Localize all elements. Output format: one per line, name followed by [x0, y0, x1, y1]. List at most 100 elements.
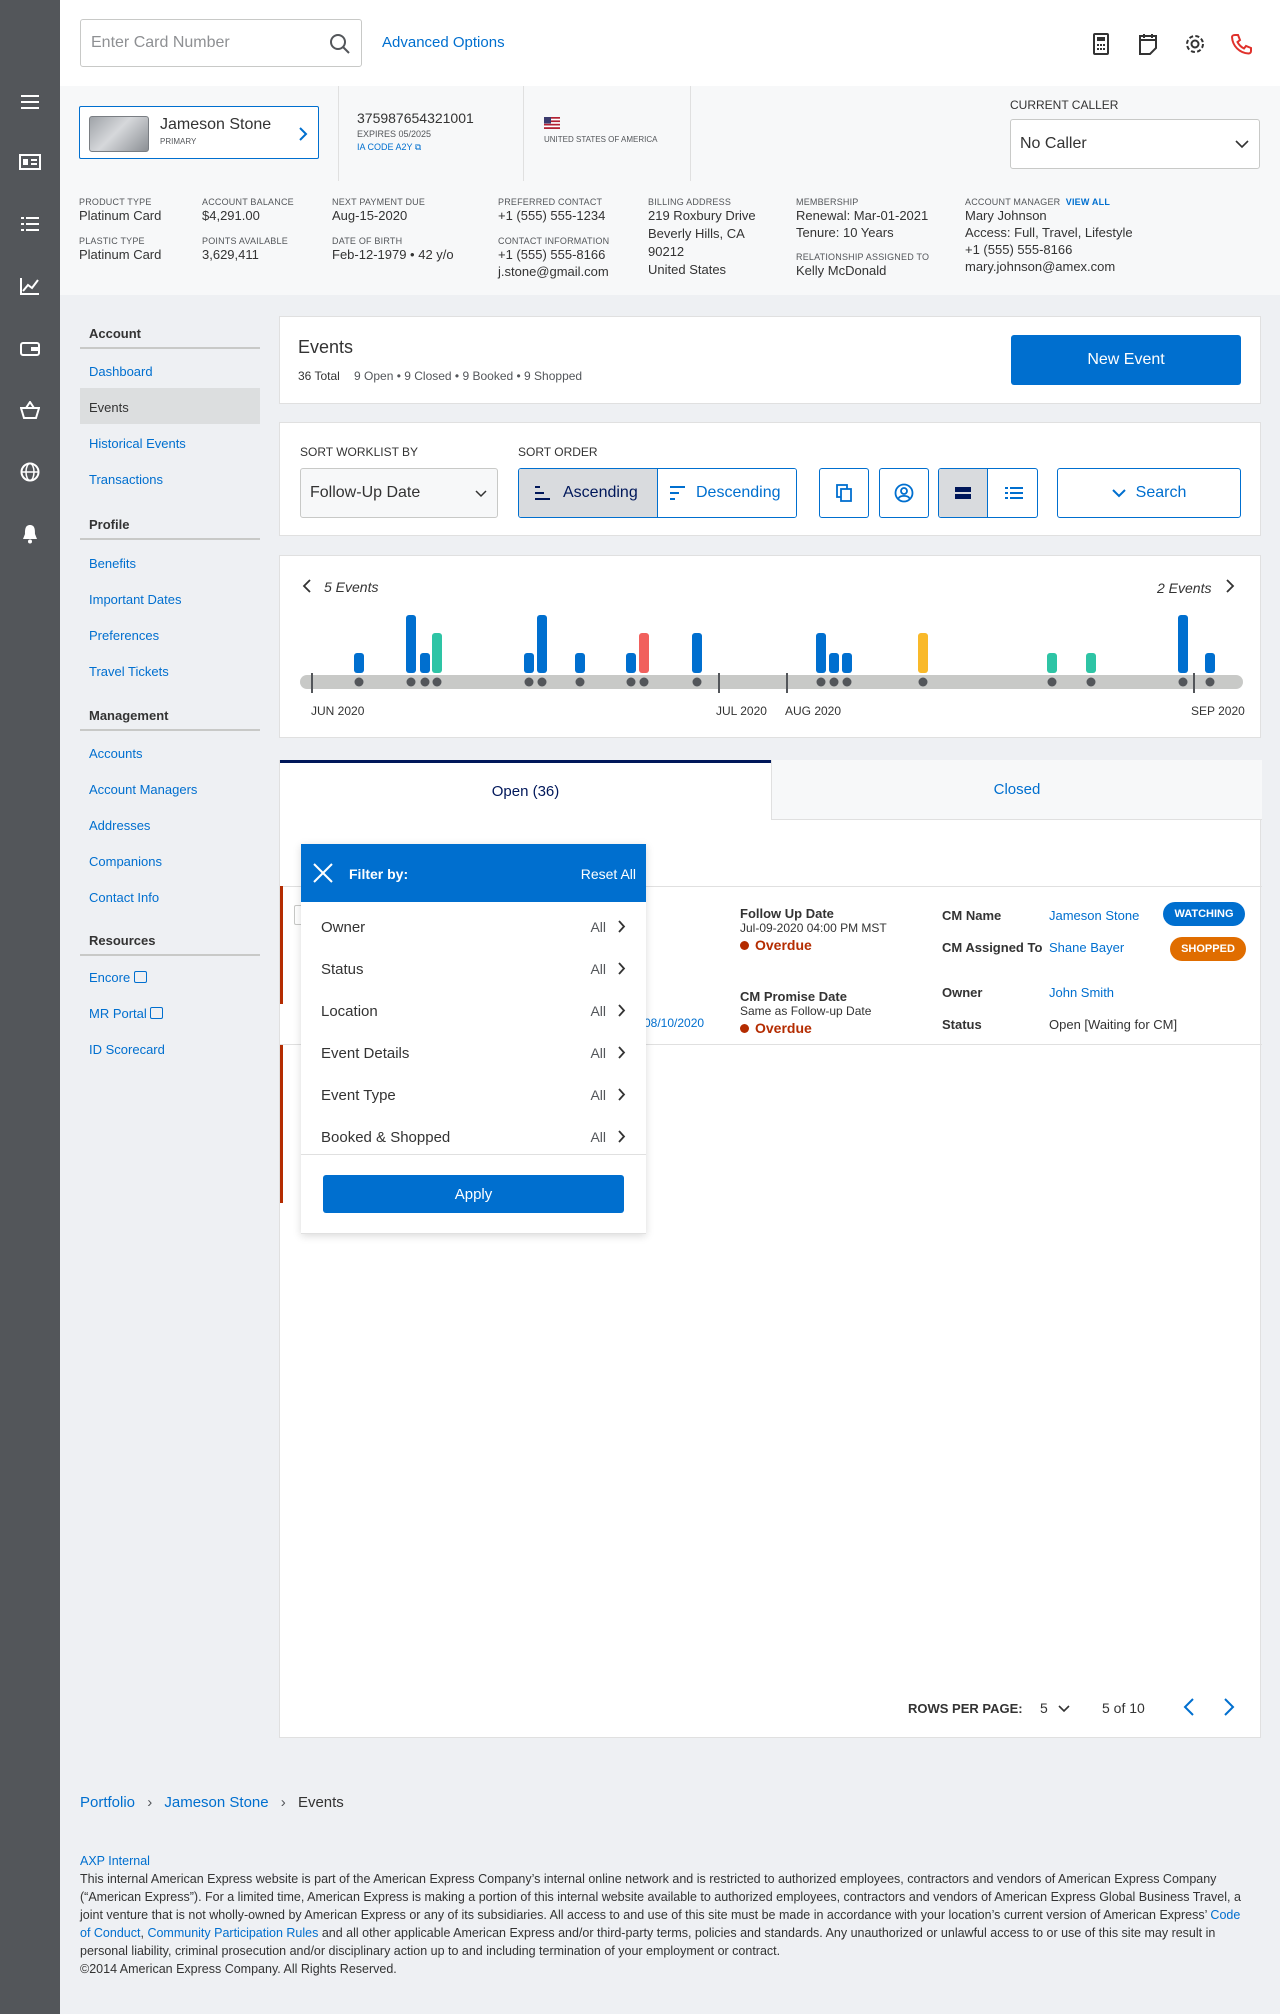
timeline-bar: [918, 633, 928, 673]
filter-row[interactable]: Location All: [301, 990, 646, 1032]
chevron-right-icon: [618, 962, 626, 975]
sort-by-select[interactable]: Follow-Up Date: [300, 468, 498, 518]
sidebar-item-preferences[interactable]: Preferences: [89, 628, 160, 643]
filter-row[interactable]: Booked & Shopped All: [301, 1116, 646, 1158]
account-balance: $4,291.00: [202, 208, 260, 223]
notes-icon[interactable]: [1138, 33, 1158, 55]
cardmember-selector[interactable]: Jameson Stone PRIMARY: [79, 106, 319, 159]
bell-icon[interactable]: [18, 522, 42, 546]
timeline-bar: [626, 653, 636, 673]
breadcrumb-cardmember[interactable]: Jameson Stone: [164, 1794, 269, 1811]
chevron-down-icon: [1111, 488, 1126, 497]
timeline-next-icon[interactable]: [1225, 578, 1235, 594]
cm-name[interactable]: Jameson Stone: [1049, 908, 1140, 923]
timeline-bar: [537, 615, 547, 673]
timeline-point: [692, 677, 702, 687]
menu-icon[interactable]: [18, 90, 42, 114]
wallet-icon[interactable]: [18, 336, 42, 360]
sidebar-item-account-managers[interactable]: Account Managers: [89, 782, 198, 797]
timeline-point: [639, 677, 649, 687]
sidebar-item-transactions[interactable]: Transactions: [89, 472, 163, 487]
filter-row[interactable]: Event Type All: [301, 1074, 646, 1116]
preferred-contact[interactable]: +1 (555) 555-1234: [498, 208, 606, 223]
cm-assigned-to[interactable]: Shane Bayer: [1049, 940, 1125, 955]
tab-open[interactable]: Open (36): [280, 760, 771, 820]
globe-icon[interactable]: [18, 460, 42, 484]
sidebar-item-events[interactable]: Events: [80, 388, 260, 424]
phone-icon[interactable]: [1230, 33, 1252, 55]
new-event-button[interactable]: New Event: [1011, 335, 1241, 385]
sidebar-item-historical-events[interactable]: Historical Events: [89, 436, 186, 451]
chevron-right-icon: [299, 127, 308, 141]
contact-phone[interactable]: +1 (555) 555-8166: [498, 247, 606, 262]
calculator-icon[interactable]: [1093, 33, 1109, 55]
footer-title: AXP Internal: [80, 1854, 150, 1868]
advanced-options-link[interactable]: Advanced Options: [382, 34, 505, 51]
timeline-right-count: 2 Events: [1157, 580, 1212, 596]
sidebar-item-travel-tickets[interactable]: Travel Tickets: [89, 664, 169, 679]
sidebar-item-benefits[interactable]: Benefits: [89, 556, 136, 571]
sidebar-item-encore[interactable]: Encore: [89, 970, 147, 985]
timeline-prev-icon[interactable]: [302, 578, 312, 594]
reset-all-button[interactable]: Reset All: [580, 866, 636, 882]
current-caller-select[interactable]: No Caller: [1010, 119, 1260, 169]
gear-icon[interactable]: [1184, 33, 1206, 55]
sidebar-item-important-dates[interactable]: Important Dates: [89, 592, 182, 607]
cards-icon[interactable]: [18, 150, 42, 174]
community-rules-link[interactable]: Community Participation Rules: [147, 1926, 319, 1940]
code-of-conduct-link[interactable]: Code of Conduct: [80, 1908, 1241, 1940]
filter-row[interactable]: Owner All: [301, 906, 646, 948]
owner[interactable]: John Smith: [1049, 985, 1115, 1000]
list-view-button[interactable]: [989, 469, 1037, 517]
overdue-status: Overdue: [740, 937, 812, 953]
sidebar-item-mr-portal[interactable]: MR Portal: [89, 1006, 164, 1021]
table-row[interactable]: 08/10/2020 Follow Up Date Jul-09-2020 04…: [280, 886, 1262, 1044]
view-all-link[interactable]: VIEW ALL: [1065, 197, 1111, 207]
filter-row[interactable]: Status All: [301, 948, 646, 990]
tab-closed[interactable]: Closed: [771, 760, 1262, 820]
points-available[interactable]: 3,629,411: [202, 247, 259, 262]
timeline-bar: [1086, 653, 1096, 673]
search-button[interactable]: Search: [1057, 468, 1241, 518]
filter-row[interactable]: Event Details All: [301, 1032, 646, 1074]
sidebar-item-companions[interactable]: Companions: [89, 854, 162, 869]
footer: AXP Internal This internal American Expr…: [80, 1852, 1250, 1978]
sidebar-item-id-scorecard[interactable]: ID Scorecard: [89, 1042, 165, 1057]
chart-icon[interactable]: [18, 274, 42, 298]
next-page-icon[interactable]: [1223, 1697, 1235, 1717]
timeline-point: [626, 677, 636, 687]
prev-page-icon[interactable]: [1183, 1697, 1195, 1717]
event-date: 08/10/2020: [644, 1016, 705, 1030]
card-view-button[interactable]: [939, 469, 988, 517]
ascending-button[interactable]: Ascending: [519, 469, 658, 517]
ia-code-link[interactable]: IA CODE A2Y ⧉: [357, 142, 422, 152]
sidebar-item-accounts[interactable]: Accounts: [89, 746, 143, 761]
sidebar-item-contact-info[interactable]: Contact Info: [89, 890, 160, 905]
chevron-down-icon: [1235, 140, 1249, 149]
user-filter-button[interactable]: [879, 468, 929, 518]
sidebar-item-addresses[interactable]: Addresses: [89, 818, 151, 833]
timeline-tick: [1193, 673, 1195, 693]
breadcrumb: Portfolio › Jameson Stone › Events: [80, 1794, 344, 1811]
copy-button[interactable]: [819, 468, 869, 518]
month-label: AUG 2020: [785, 704, 842, 718]
descending-button[interactable]: Descending: [658, 469, 796, 517]
close-icon[interactable]: [312, 862, 334, 884]
timeline-bar: [1205, 653, 1215, 673]
rows-per-page-select[interactable]: 5: [1040, 1700, 1070, 1716]
list-icon[interactable]: [18, 212, 42, 236]
basket-icon[interactable]: [18, 398, 42, 422]
card-search-input[interactable]: Enter Card Number: [80, 19, 362, 67]
events-timeline: 5 Events 2 Events JUN 2020 JUL 2020 AUG …: [279, 555, 1261, 738]
contact-email[interactable]: j.stone@gmail.com: [498, 264, 609, 279]
timeline-track: [300, 675, 1243, 689]
timeline-bar: [692, 633, 702, 673]
timeline-tick: [786, 673, 788, 693]
apply-button[interactable]: Apply: [323, 1175, 624, 1213]
follow-up-date: Jul-09-2020 04:00 PM MST: [740, 921, 887, 935]
search-icon[interactable]: [329, 33, 351, 55]
relationship-assigned[interactable]: Kelly McDonald: [796, 263, 887, 278]
sidebar-item-dashboard[interactable]: Dashboard: [89, 364, 153, 379]
timeline-bar: [420, 653, 430, 673]
breadcrumb-portfolio[interactable]: Portfolio: [80, 1794, 136, 1811]
